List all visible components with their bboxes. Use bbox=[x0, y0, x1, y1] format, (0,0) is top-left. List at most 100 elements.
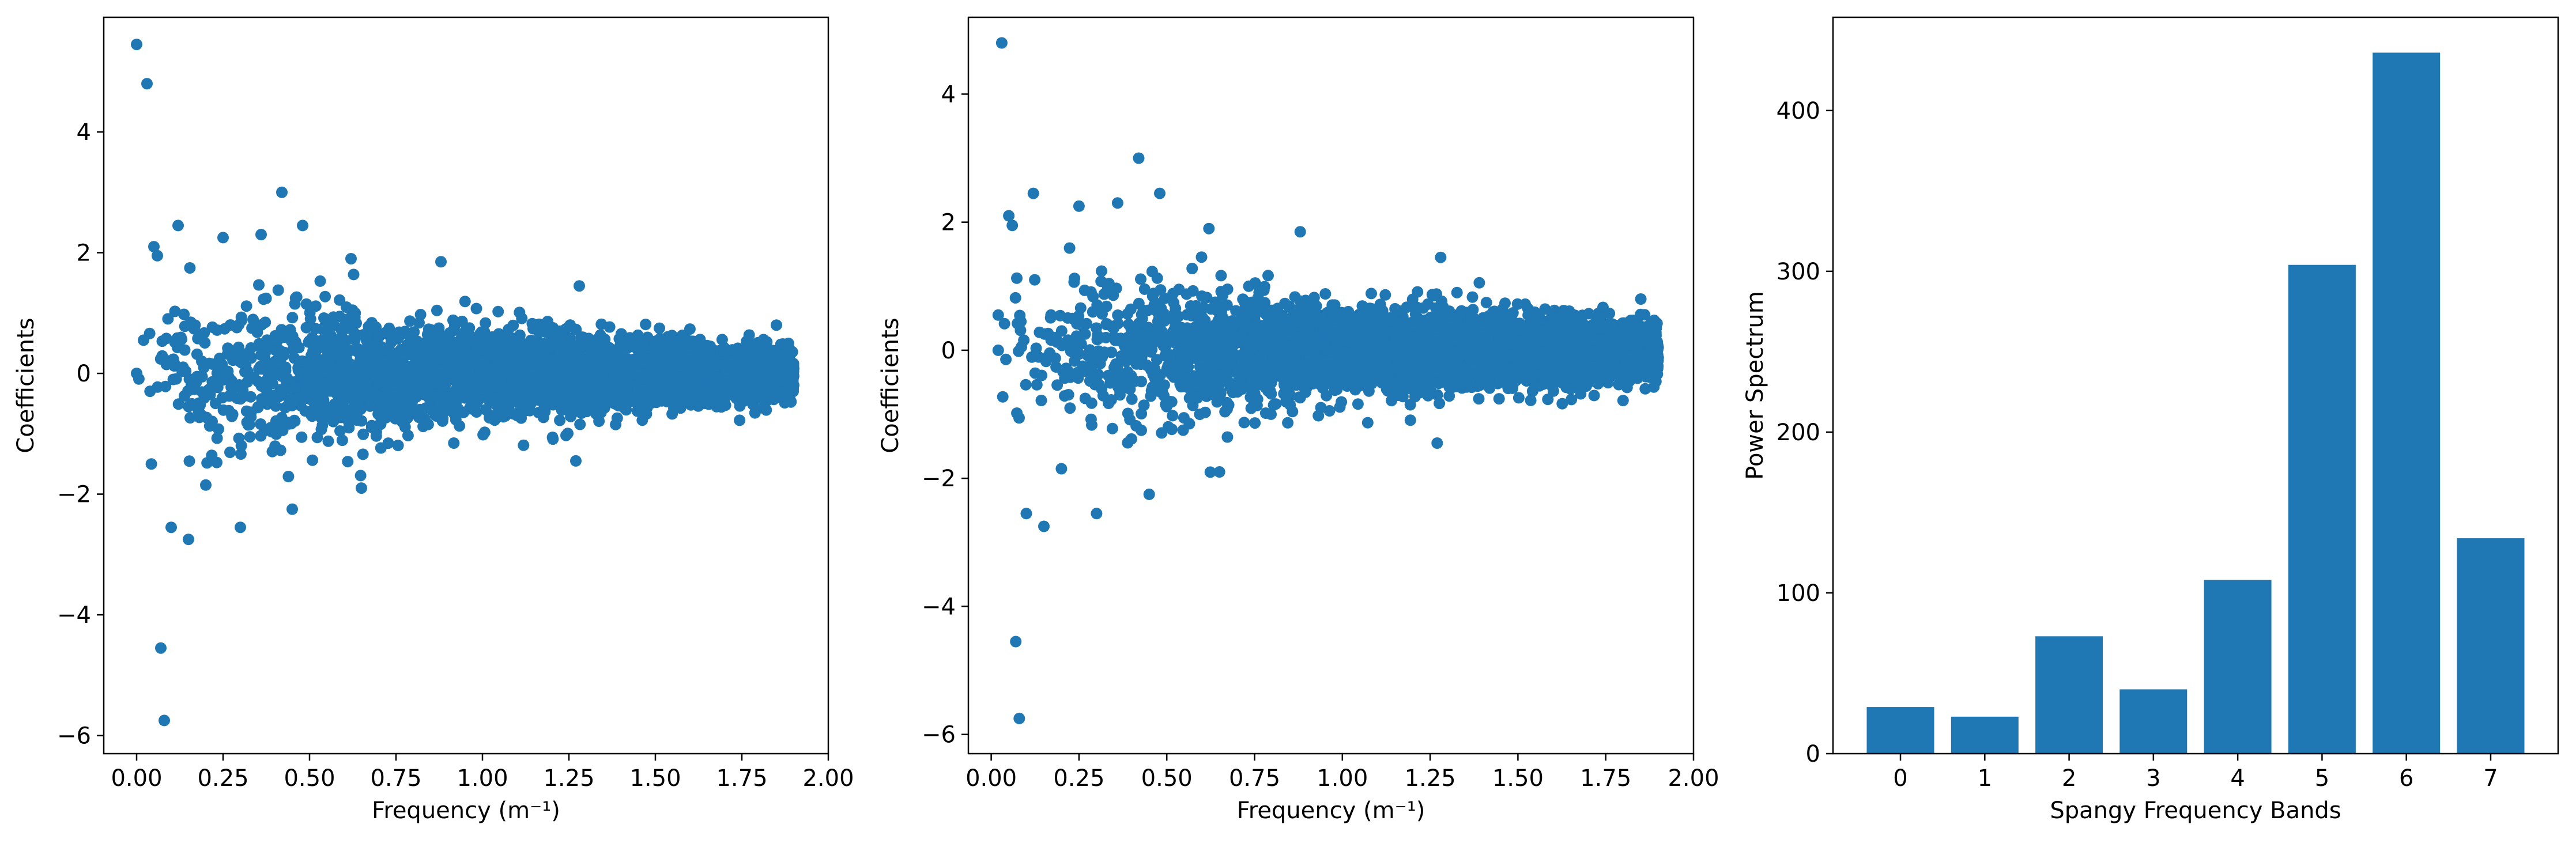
scatter-point bbox=[438, 392, 450, 404]
scatter-point bbox=[300, 385, 312, 397]
scatter-point bbox=[245, 342, 257, 354]
scatter-point bbox=[650, 335, 662, 347]
scatter-point bbox=[189, 319, 201, 331]
scatter-point bbox=[206, 376, 218, 388]
scatter-point bbox=[458, 379, 470, 391]
scatter-point bbox=[431, 304, 443, 316]
scatter-point bbox=[338, 386, 350, 398]
scatter-point bbox=[224, 447, 236, 458]
scatter-point bbox=[235, 440, 247, 452]
scatter-point bbox=[558, 350, 570, 362]
scatter-point bbox=[643, 356, 655, 368]
scatter-point bbox=[322, 366, 334, 378]
scatter-point bbox=[311, 392, 323, 404]
scatter-point bbox=[711, 372, 723, 384]
scatter-point bbox=[375, 341, 387, 353]
scatter-point bbox=[270, 345, 282, 357]
scatter-point bbox=[621, 371, 633, 383]
scatter-point bbox=[686, 336, 698, 348]
scatter-point bbox=[266, 445, 278, 457]
scatter-point bbox=[310, 300, 322, 312]
scatter-point bbox=[319, 290, 331, 302]
scatter-point bbox=[248, 372, 260, 384]
scatter-point bbox=[255, 229, 267, 241]
scatter-point bbox=[662, 357, 674, 369]
scatter-point bbox=[184, 262, 196, 274]
scatter-point bbox=[179, 320, 191, 332]
scatter-point bbox=[341, 335, 353, 347]
scatter-point bbox=[331, 412, 343, 424]
scatter-point bbox=[436, 331, 448, 342]
scatter-point bbox=[334, 294, 346, 306]
scatter-point bbox=[357, 428, 369, 440]
scatter-point bbox=[190, 376, 202, 388]
scatter-point bbox=[595, 318, 608, 330]
scatter-point bbox=[697, 367, 710, 379]
scatter-point bbox=[488, 392, 500, 404]
scatter-point bbox=[211, 432, 223, 444]
scatter-point bbox=[538, 394, 550, 406]
scatter-point bbox=[402, 429, 414, 441]
scatter-point bbox=[370, 430, 382, 442]
scatter-point bbox=[322, 435, 334, 447]
scatter-point bbox=[160, 354, 172, 366]
scatter-point bbox=[546, 432, 559, 443]
scatter-point bbox=[179, 344, 191, 356]
scatter-point bbox=[607, 375, 619, 387]
scatter-point bbox=[467, 373, 480, 385]
scatter-point bbox=[270, 428, 282, 440]
scatter-point bbox=[331, 348, 343, 360]
scatter-point bbox=[269, 356, 281, 368]
scatter-point bbox=[574, 280, 585, 292]
scatter-point bbox=[546, 326, 559, 338]
x-tick-label: 1.75 bbox=[716, 765, 767, 792]
scatter-point bbox=[492, 305, 504, 317]
scatter-point bbox=[557, 369, 569, 381]
scatter-point bbox=[286, 503, 298, 515]
scatter-point bbox=[378, 380, 390, 392]
scatter-point bbox=[591, 393, 604, 405]
scatter-point bbox=[406, 335, 418, 347]
scatter-point bbox=[393, 356, 405, 368]
scatter-point bbox=[365, 419, 378, 432]
scatter-point bbox=[184, 412, 196, 423]
scatter-point bbox=[575, 354, 587, 366]
scatter-point bbox=[375, 442, 387, 454]
scatter-point bbox=[611, 412, 623, 424]
scatter-point bbox=[771, 319, 782, 331]
scatter-point bbox=[183, 400, 195, 413]
scatter-point bbox=[354, 470, 367, 482]
scatter-point bbox=[419, 343, 431, 356]
scatter-point bbox=[1106, 422, 1118, 434]
scatter-point bbox=[684, 359, 696, 371]
scatter-point bbox=[204, 388, 216, 400]
scatter-point bbox=[674, 371, 686, 383]
scatter-point bbox=[243, 419, 255, 431]
scatter-point bbox=[632, 383, 643, 395]
scatter-point bbox=[152, 249, 163, 262]
scatter-point bbox=[479, 381, 491, 393]
scatter-point bbox=[399, 375, 411, 387]
scatter-point bbox=[392, 440, 404, 451]
scatter-point bbox=[535, 346, 548, 357]
scatter-point bbox=[519, 340, 531, 352]
x-axis-label: Frequency (m⁻¹) bbox=[372, 797, 560, 824]
scatter-point bbox=[131, 368, 142, 379]
scatter-point bbox=[556, 381, 568, 394]
scatter-point bbox=[351, 398, 363, 410]
scatter-point bbox=[291, 291, 303, 303]
y-tick-label: 2 bbox=[77, 240, 91, 267]
scatter-point bbox=[231, 322, 243, 334]
scatter-point bbox=[390, 389, 402, 401]
scatter-point bbox=[227, 409, 239, 421]
scatter-point bbox=[253, 279, 265, 291]
scatter-point bbox=[439, 379, 451, 391]
scatter-point bbox=[435, 256, 447, 268]
scatter-point bbox=[593, 415, 605, 427]
scatter-point bbox=[131, 39, 142, 51]
scatter-point bbox=[201, 457, 213, 469]
scatter-point bbox=[396, 408, 408, 419]
scatter-point bbox=[726, 344, 738, 356]
scatter-point bbox=[448, 437, 460, 449]
scatter-point bbox=[172, 398, 184, 410]
